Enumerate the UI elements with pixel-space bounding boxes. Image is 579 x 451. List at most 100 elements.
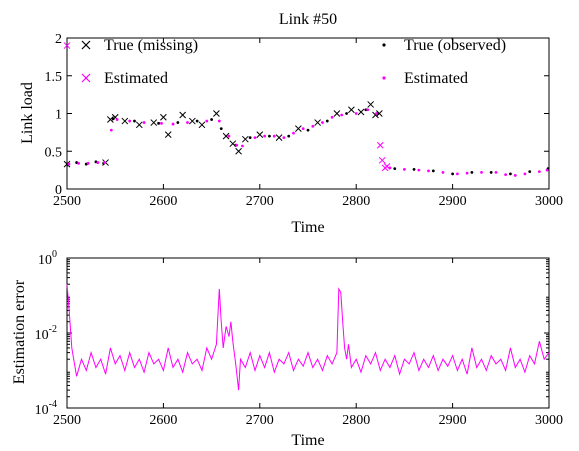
chart-title: Link #50 <box>279 11 337 28</box>
axes-frame <box>66 257 550 409</box>
legend-marker-true-missing <box>81 40 91 50</box>
data-point <box>77 161 80 165</box>
data-point <box>523 172 527 176</box>
data-point <box>160 121 163 125</box>
data-point <box>306 128 310 132</box>
data-point <box>451 172 454 176</box>
data-point <box>164 131 172 138</box>
data-point <box>388 166 392 170</box>
x-tick-label: 2900 <box>439 413 467 428</box>
data-point <box>340 113 344 117</box>
estimation-error-chart: Estimation error Time 2500 2600 2700 2800 29… <box>11 249 563 449</box>
tick-labels: 2500 2600 2700 2800 2900 3000 100 10-2 10-4 <box>35 249 563 428</box>
data-point <box>357 108 365 116</box>
data-point <box>235 147 242 155</box>
data-point <box>171 122 175 126</box>
data-point <box>345 112 348 115</box>
data-point <box>282 136 286 140</box>
data-point <box>354 112 358 115</box>
data-point <box>393 167 397 171</box>
legend-label-estimated-observed: Estimated <box>404 70 468 87</box>
data-point <box>227 134 231 138</box>
data-point <box>241 135 249 143</box>
data-point <box>115 118 119 121</box>
data-point <box>188 117 196 125</box>
data-point <box>150 119 158 126</box>
tick-labels: 2500 2600 2700 2800 2900 3000 0 0.5 1 1.5 2 <box>45 32 564 209</box>
y-axis-label: Estimation error <box>11 279 28 384</box>
x-tick-label: 2500 <box>53 194 81 209</box>
data-point <box>528 170 532 174</box>
series-0 <box>63 101 383 168</box>
x-tick-label: 3000 <box>535 194 563 209</box>
data-point <box>256 131 264 138</box>
data-marks <box>66 284 550 391</box>
data-point <box>431 169 435 173</box>
data-point <box>210 118 214 121</box>
data-point <box>470 170 474 174</box>
legend-label-estimated-missing: Estimated <box>104 70 168 87</box>
data-point <box>378 156 386 164</box>
data-point <box>217 119 221 123</box>
y-tick-label: 10-4 <box>35 399 57 418</box>
y-tick-label: 10-2 <box>35 324 57 343</box>
data-point <box>133 119 136 123</box>
x-tick-label: 2700 <box>246 413 274 428</box>
data-point <box>160 113 167 121</box>
data-point <box>135 121 143 129</box>
data-point <box>314 119 321 126</box>
data-point <box>219 127 223 130</box>
axes-frame <box>66 37 550 190</box>
y-tick-label: 0.5 <box>45 145 63 160</box>
data-point <box>195 119 199 123</box>
data-point <box>375 110 383 117</box>
x-tick-label: 2900 <box>439 194 467 209</box>
legend-marker-estimated-observed <box>382 76 386 80</box>
y-tick-label: 2 <box>55 32 62 47</box>
data-point <box>63 42 71 49</box>
data-point <box>157 121 160 125</box>
data-point <box>321 121 324 124</box>
data-point <box>545 168 549 172</box>
x-axis-label: Time <box>291 432 324 449</box>
data-point <box>248 136 252 140</box>
data-point <box>176 121 180 124</box>
data-point <box>222 132 230 140</box>
x-tick-label: 2500 <box>53 413 81 428</box>
y-tick-label: 1.5 <box>45 70 63 85</box>
series-1 <box>63 42 391 172</box>
data-point <box>128 119 132 123</box>
series-3 <box>67 108 549 177</box>
x-tick-label: 2600 <box>149 413 177 428</box>
data-point <box>348 106 355 114</box>
data-point <box>489 170 493 174</box>
error-series-line <box>66 284 550 391</box>
plot-area <box>66 37 550 190</box>
data-point <box>67 162 71 166</box>
data-point <box>86 161 90 165</box>
data-point <box>427 169 430 173</box>
legend-label-true-missing: True (missing) <box>104 37 198 54</box>
x-axis-label: Time <box>291 219 324 236</box>
data-point <box>96 161 100 164</box>
data-point <box>513 174 517 177</box>
data-point <box>311 124 315 128</box>
data-point <box>301 127 305 130</box>
data-point <box>441 170 445 174</box>
data-point <box>179 111 187 119</box>
data-point <box>205 119 209 123</box>
legend-marker-true-observed <box>382 43 386 47</box>
data-point <box>403 167 406 171</box>
data-point <box>376 141 384 149</box>
data-point <box>325 119 329 123</box>
data-point <box>213 110 220 117</box>
series-2 <box>66 108 550 176</box>
link-load-chart: Link #50 Link load Time 2500 2600 2700 2800… <box>19 11 563 236</box>
data-point <box>272 134 276 138</box>
data-point <box>330 115 334 119</box>
x-tick-label: 3000 <box>535 413 563 428</box>
data-point <box>367 101 375 108</box>
x-tick-label: 2700 <box>246 194 274 209</box>
data-point <box>295 125 302 132</box>
